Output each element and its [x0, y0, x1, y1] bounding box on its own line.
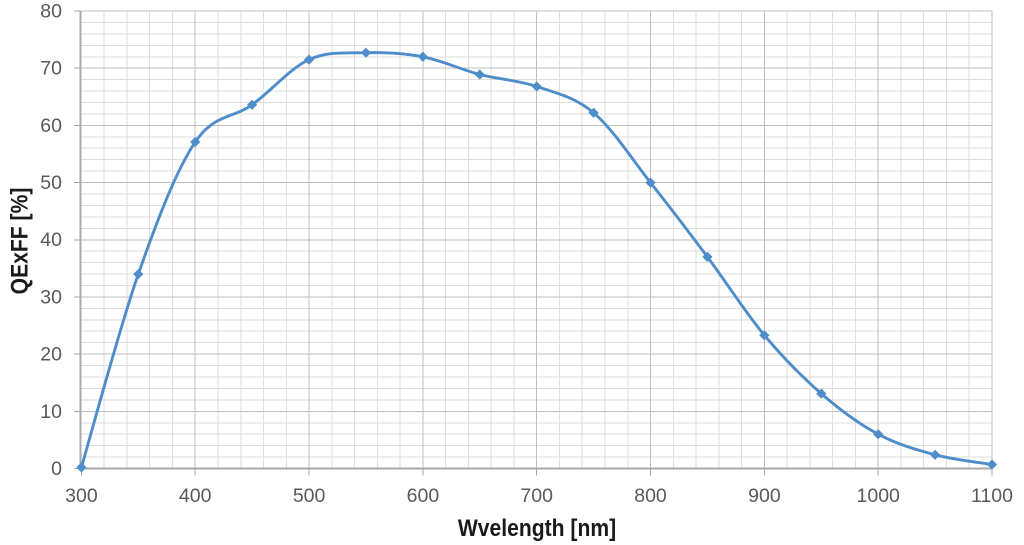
svg-text:30: 30 — [40, 286, 62, 308]
svg-text:40: 40 — [40, 229, 62, 251]
svg-text:50: 50 — [40, 172, 62, 194]
svg-text:1000: 1000 — [857, 485, 901, 507]
svg-text:80: 80 — [40, 1, 62, 23]
svg-text:700: 700 — [520, 485, 553, 507]
svg-text:600: 600 — [407, 485, 440, 507]
svg-text:900: 900 — [748, 485, 781, 507]
svg-text:20: 20 — [40, 344, 62, 366]
svg-text:500: 500 — [293, 485, 326, 507]
svg-text:800: 800 — [634, 485, 667, 507]
svg-text:400: 400 — [179, 485, 212, 507]
svg-text:70: 70 — [40, 58, 62, 80]
svg-text:0: 0 — [51, 458, 62, 480]
svg-text:10: 10 — [40, 401, 62, 423]
svg-text:60: 60 — [40, 115, 62, 137]
svg-text:300: 300 — [65, 485, 98, 507]
svg-text:1100: 1100 — [971, 485, 1013, 507]
svg-text:QExFF [%]: QExFF [%] — [6, 188, 33, 295]
svg-text:Wvelength [nm]: Wvelength [nm] — [458, 515, 616, 542]
